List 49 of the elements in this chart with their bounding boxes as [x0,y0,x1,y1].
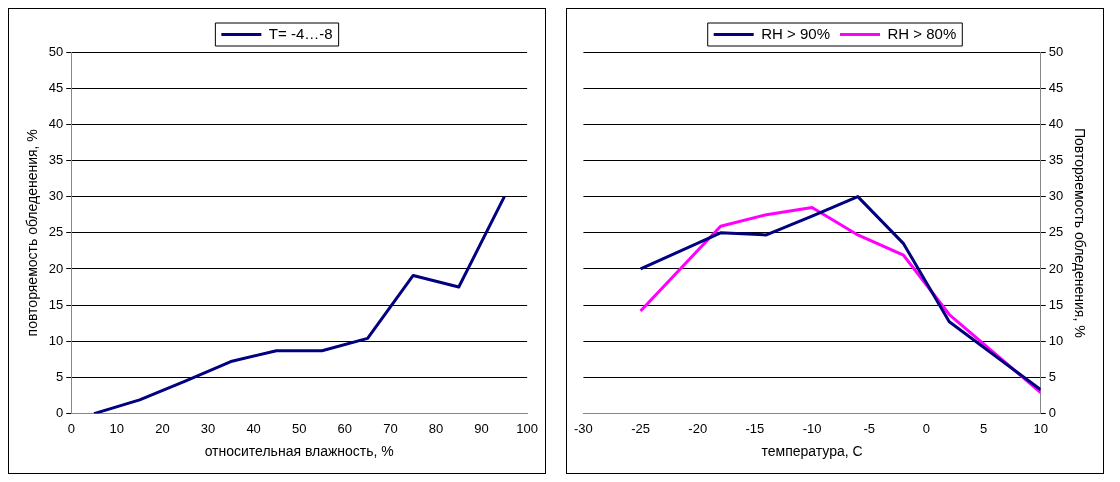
x-tick-label: 50 [291,420,307,436]
legend-label: RH > 90% [761,24,831,42]
y2-tick-label: 5 [1048,369,1056,385]
x-tick-label: 0 [67,420,75,436]
x-tick-label: 100 [516,420,539,436]
y2-tick-label: 20 [1048,260,1064,276]
x-tick-label: 10 [1033,420,1048,436]
y-tick-label: 10 [48,332,64,348]
y2-tick-label: 30 [1048,188,1064,204]
x-tick-label: 60 [337,420,353,436]
y2-tick-label: 0 [1048,405,1056,421]
y2-axis-title: Повторяемость обледенения, % [1071,127,1088,338]
x-tick-label: -25 [631,420,650,436]
y-tick-label: 5 [56,369,64,385]
y2-tick-label: 15 [1048,296,1064,312]
y-axis-title: повторяемость обледенения, % [24,129,41,337]
legend-label: RH > 80% [887,24,957,42]
x-tick-label: 30 [200,420,216,436]
y-tick-label: 0 [56,405,64,421]
x-tick-label: 70 [383,420,398,436]
y2-tick-label: 25 [1048,224,1064,240]
x-axis-title: температура, С [761,443,863,460]
y-tick-label: 20 [48,260,64,276]
x-tick-label: 40 [246,420,261,436]
y2-tick-label: 35 [1048,152,1064,168]
x-tick-label: 20 [155,420,170,436]
y2-tick-label: 40 [1048,115,1064,131]
x-tick-label: -20 [688,420,708,436]
x-tick-label: -30 [574,420,593,436]
y-tick-label: 30 [48,188,64,204]
legend-label: T= -4…-8 [268,24,333,42]
y-tick-label: 35 [48,152,64,168]
y2-tick-label: 45 [1048,79,1064,95]
x-tick-label: 5 [979,420,988,436]
x-tick-label: 0 [922,420,931,436]
y-tick-label: 50 [48,43,64,59]
y-tick-label: 15 [48,296,64,312]
y-tick-label: 40 [48,115,64,131]
x-tick-label: 10 [109,420,125,436]
x-axis-title: относительная влажность, % [204,443,394,460]
y-tick-label: 25 [48,224,64,240]
x-tick-label: -10 [802,420,822,436]
x-tick-label: 80 [428,420,444,436]
x-tick-label: -5 [863,420,876,436]
y2-tick-label: 50 [1048,43,1064,59]
y2-tick-label: 10 [1048,332,1064,348]
y-tick-label: 45 [48,79,64,95]
x-tick-label: -15 [745,420,765,436]
x-tick-label: 90 [474,420,489,436]
